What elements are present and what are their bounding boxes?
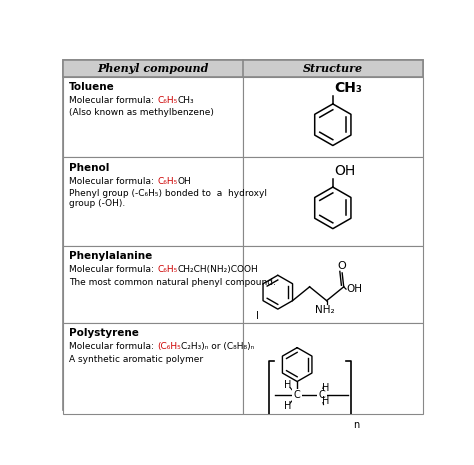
Bar: [243, 323, 423, 414]
Bar: [243, 158, 423, 246]
Text: (Also known as methylbenzene): (Also known as methylbenzene): [69, 108, 214, 117]
Text: H: H: [284, 379, 292, 390]
Text: Toluene: Toluene: [69, 82, 115, 92]
Text: CH₃: CH₃: [334, 81, 362, 95]
Text: (C₆H₅: (C₆H₅: [157, 342, 181, 351]
Text: Structure: Structure: [303, 63, 363, 73]
Text: C₆H₅: C₆H₅: [157, 265, 177, 274]
Text: Phenyl group (-C₆H₅) bonded to  a  hydroxyl: Phenyl group (-C₆H₅) bonded to a hydroxy…: [69, 189, 267, 198]
Text: I: I: [256, 311, 259, 321]
Text: Molecular formula:: Molecular formula:: [69, 177, 157, 186]
Bar: [243, 246, 423, 323]
Text: C: C: [294, 391, 301, 400]
Text: Molecular formula:: Molecular formula:: [69, 342, 157, 351]
Bar: [63, 60, 423, 77]
Text: OH: OH: [177, 177, 191, 186]
Text: H: H: [284, 401, 292, 411]
Text: n: n: [353, 420, 359, 430]
Text: The most common natural phenyl compound.: The most common natural phenyl compound.: [69, 278, 276, 286]
Bar: [63, 77, 243, 158]
Text: NH₂: NH₂: [315, 305, 335, 314]
Text: A synthetic aromatic polymer: A synthetic aromatic polymer: [69, 354, 203, 364]
Text: H: H: [322, 396, 329, 406]
Text: CH₃: CH₃: [177, 96, 194, 105]
Text: CH₂CH(NH₂)COOH: CH₂CH(NH₂)COOH: [177, 265, 258, 274]
Text: C₆H₅: C₆H₅: [157, 177, 177, 186]
Text: Molecular formula:: Molecular formula:: [69, 265, 157, 274]
Text: Polystyrene: Polystyrene: [69, 328, 139, 339]
Text: Phenol: Phenol: [69, 163, 109, 173]
Text: OH: OH: [334, 164, 356, 178]
Bar: [63, 246, 243, 323]
Text: Molecular formula:: Molecular formula:: [69, 96, 157, 105]
Text: O: O: [338, 261, 346, 272]
Text: C: C: [319, 391, 325, 400]
Text: Phenyl compound: Phenyl compound: [97, 63, 209, 73]
Text: C₂H₃)ₙ or (C₈H₈)ₙ: C₂H₃)ₙ or (C₈H₈)ₙ: [181, 342, 254, 351]
Bar: [243, 77, 423, 158]
Text: C₆H₅: C₆H₅: [157, 96, 177, 105]
Bar: [63, 323, 243, 414]
Text: OH: OH: [346, 284, 362, 294]
Text: Phenylalanine: Phenylalanine: [69, 252, 153, 261]
Bar: [63, 158, 243, 246]
Text: group (-OH).: group (-OH).: [69, 199, 126, 208]
Text: H: H: [322, 383, 329, 393]
